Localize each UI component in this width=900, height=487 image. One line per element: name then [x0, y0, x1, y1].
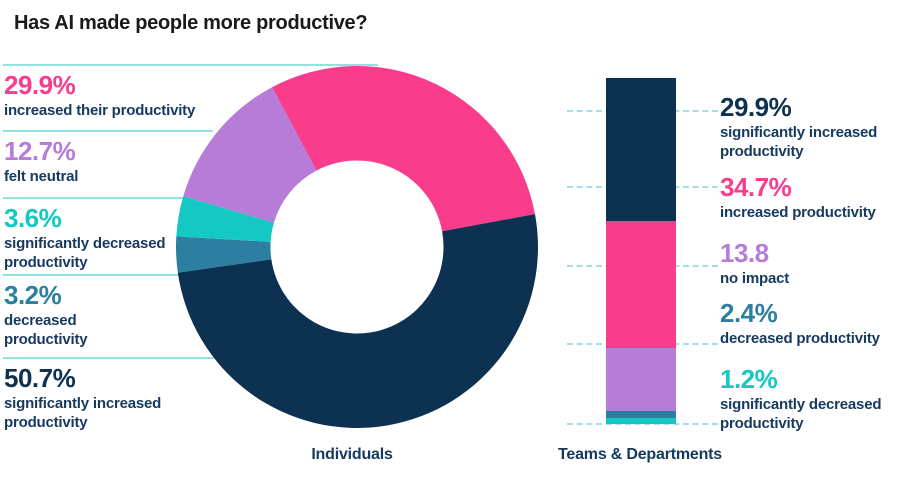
percent-value: 13.8: [720, 238, 769, 268]
divider-rule: [3, 274, 179, 276]
leader-dash-line: [567, 423, 718, 425]
donut-slice: [177, 214, 538, 428]
donut-chart: [175, 66, 538, 428]
percent-value: 3.6%: [4, 203, 62, 233]
percent-value: 34.7%: [720, 172, 792, 202]
percent-value: 12.7%: [4, 136, 76, 166]
donut-slice: [175, 236, 272, 273]
divider-rule: [3, 197, 183, 199]
bar-caption: Teams & Departments: [558, 446, 722, 463]
percent-description: decreased productivity: [4, 312, 88, 348]
donut-label-decreased: 3.2% decreased productivity: [4, 280, 88, 349]
bar-segment: [606, 411, 676, 419]
bar-label-decreased: 2.4% decreased productivity: [720, 298, 880, 348]
donut-label-sig-increased: 50.7% significantly increased productivi…: [4, 363, 161, 432]
bar-segment: [606, 221, 676, 348]
divider-rule: [3, 130, 213, 132]
percent-description: increased their productivity: [4, 102, 196, 119]
percent-description: significantly decreased productivity: [4, 235, 166, 271]
donut-label-increased: 29.9% increased their productivity: [4, 70, 195, 120]
bar-label-increased: 34.7% increased productivity: [720, 172, 876, 222]
percent-description: significantly decreased productivity: [720, 396, 882, 432]
bar-label-sig-decreased: 1.2% significantly decreased productivit…: [720, 364, 882, 433]
donut-slice: [272, 66, 535, 232]
percent-description: no impact: [720, 270, 790, 287]
stacked-bar-chart: [606, 78, 676, 424]
donut-caption: Individuals: [311, 446, 393, 463]
percent-description: felt neutral: [4, 168, 79, 185]
percent-value: 3.2%: [4, 280, 62, 310]
bar-segment: [606, 418, 676, 424]
percent-value: 29.9%: [720, 92, 792, 122]
bar-label-sig-increased: 29.9% significantly increased productivi…: [720, 92, 877, 161]
bar-segment: [606, 78, 676, 222]
percent-value: 2.4%: [720, 298, 778, 328]
divider-rule: [3, 357, 214, 359]
donut-slice: [176, 196, 274, 242]
divider-rule: [3, 64, 378, 66]
donut-slice: [183, 87, 317, 223]
percent-description: significantly increased productivity: [4, 395, 162, 431]
donut-label-sig-decreased: 3.6% significantly decreased productivit…: [4, 203, 166, 272]
page-title: Has AI made people more productive?: [14, 12, 368, 34]
percent-value: 50.7%: [4, 363, 76, 393]
percent-value: 1.2%: [720, 364, 778, 394]
bar-label-no-impact: 13.8 no impact: [720, 238, 789, 288]
percent-description: decreased productivity: [720, 330, 880, 347]
percent-description: increased productivity: [720, 204, 876, 221]
percent-value: 29.9%: [4, 70, 76, 100]
donut-label-neutral: 12.7% felt neutral: [4, 136, 78, 186]
bar-segment: [606, 347, 676, 412]
percent-description: significantly increased productivity: [720, 124, 878, 160]
